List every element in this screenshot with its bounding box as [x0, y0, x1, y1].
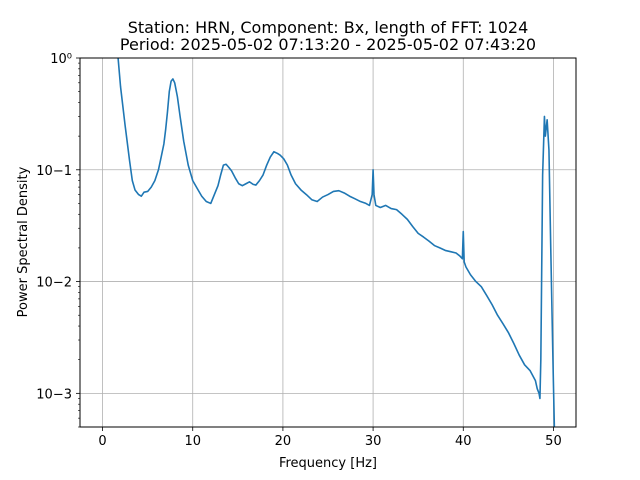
- y-tick-label: 10⁰: [50, 52, 72, 67]
- series-group: [117, 58, 556, 427]
- x-tick-label: 40: [455, 434, 472, 449]
- plot-frame: [79, 57, 577, 428]
- series-line-0: [117, 58, 556, 427]
- y-axis: 10−3 10−2 10−1 10⁰: [36, 52, 80, 428]
- chart-subtitle: Period: 2025-05-02 07:13:20 - 2025-05-02…: [120, 35, 536, 54]
- y-tick-label: 10−3: [36, 387, 72, 402]
- chart-title: Station: HRN, Component: Bx, length of F…: [128, 18, 529, 37]
- y-tick-label: 10−2: [36, 276, 72, 291]
- x-tick-label: 30: [365, 434, 382, 449]
- y-tick-label: 10−1: [36, 164, 72, 179]
- y-axis-label: Power Spectral Density: [16, 166, 31, 317]
- x-tick-label: 10: [184, 434, 201, 449]
- x-axis: 0 10 20 30 40 50: [98, 427, 562, 449]
- x-tick-label: 0: [98, 434, 106, 449]
- x-axis-label: Frequency [Hz]: [279, 456, 377, 471]
- x-tick-label: 20: [275, 434, 292, 449]
- x-tick-label: 50: [545, 434, 562, 449]
